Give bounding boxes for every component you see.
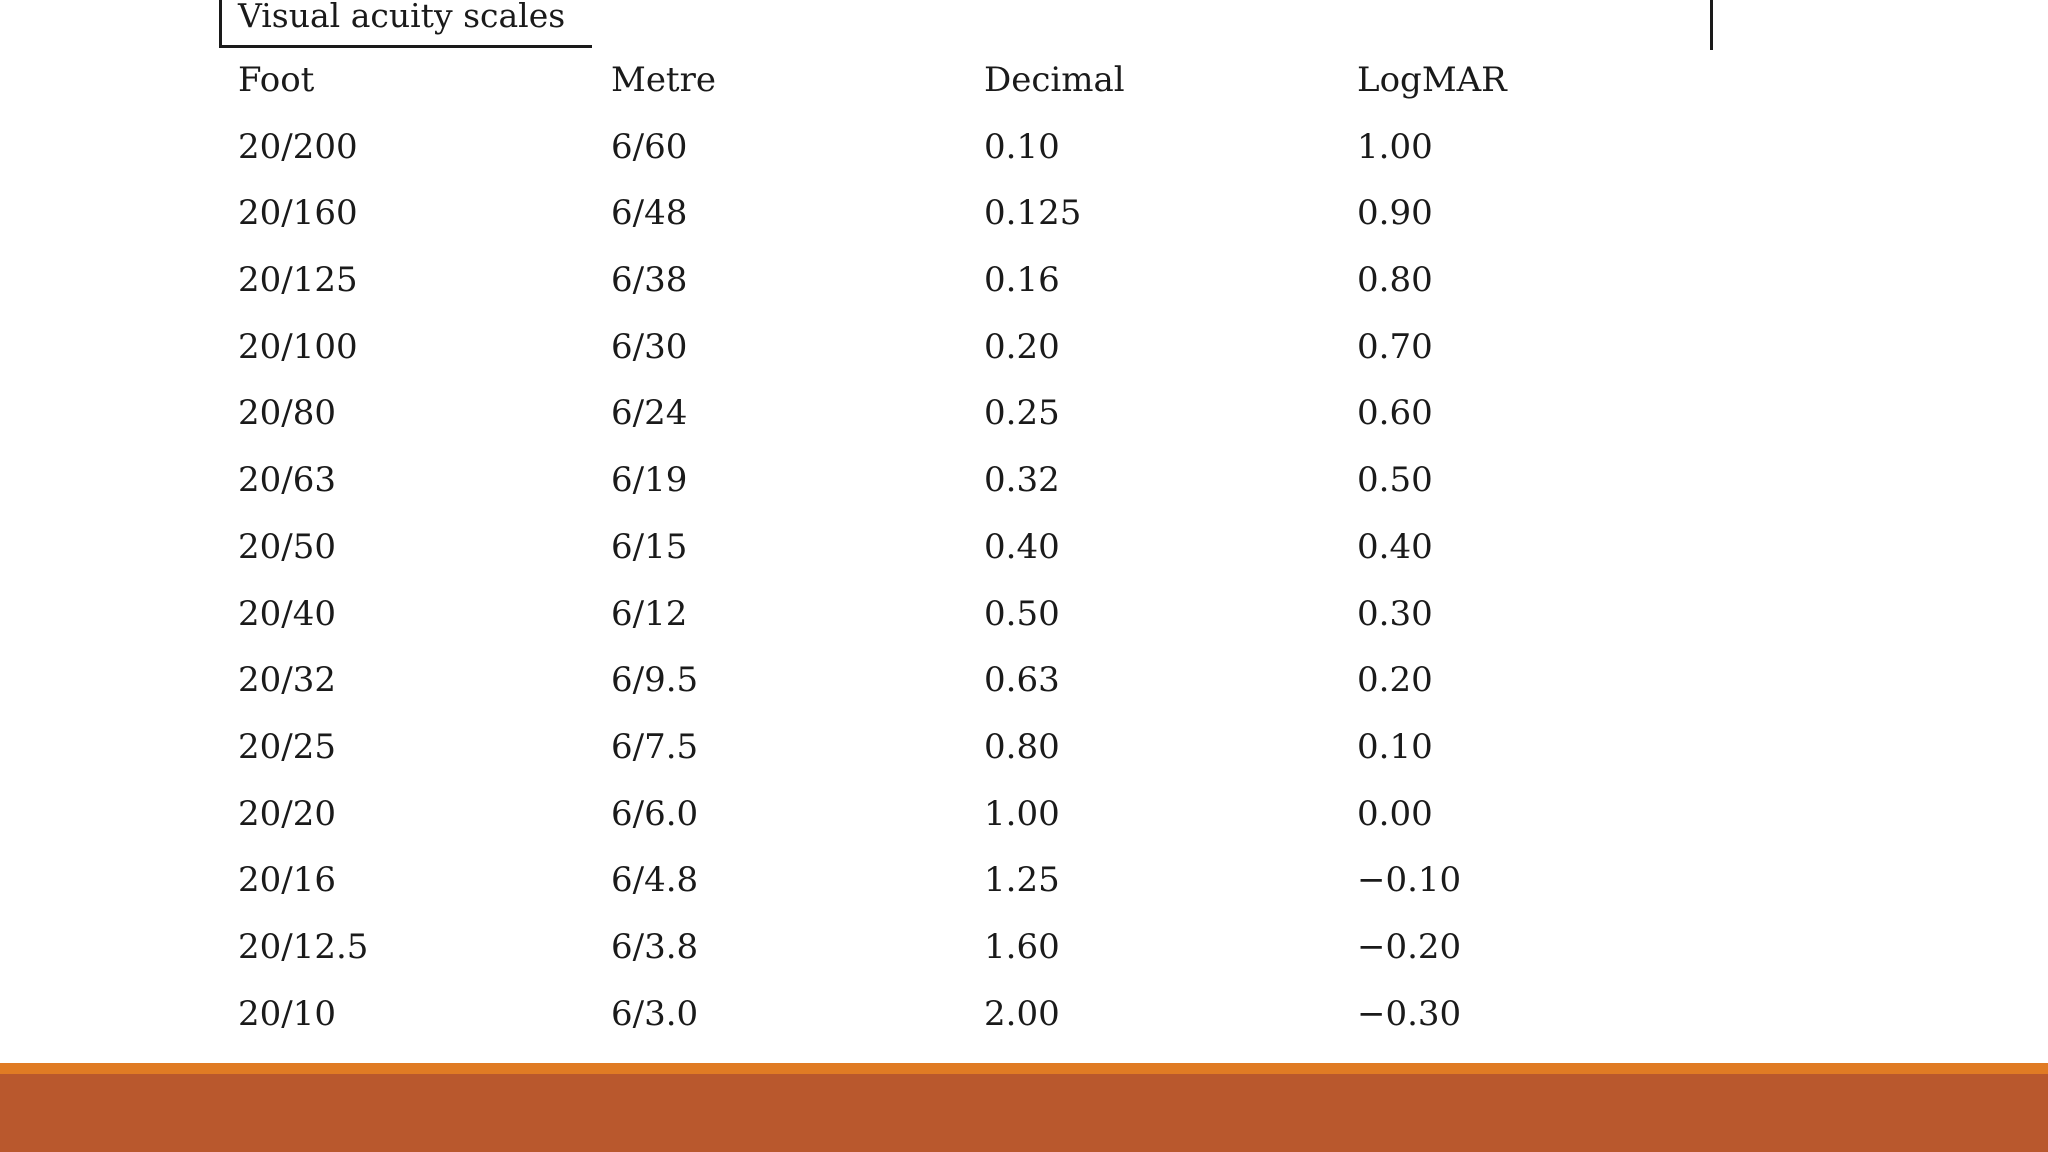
cell-foot: 20/100 (238, 326, 358, 367)
cell-metre: 6/15 (611, 526, 688, 567)
cell-decimal: 0.40 (984, 526, 1060, 567)
cell-metre: 6/38 (611, 260, 688, 301)
cell-foot: 20/40 (238, 593, 336, 634)
cell-foot: 20/63 (238, 460, 336, 501)
cell-metre: 6/9.5 (611, 660, 699, 701)
cell-foot: 20/200 (238, 126, 358, 167)
cell-foot: 20/125 (238, 260, 358, 301)
cell-foot: 20/12.5 (238, 926, 369, 967)
cell-foot: 20/32 (238, 660, 336, 701)
cell-decimal: 0.63 (984, 660, 1060, 701)
cell-decimal: 0.16 (984, 260, 1060, 301)
header-decimal: Decimal (984, 60, 1125, 100)
cell-foot: 20/80 (238, 393, 336, 434)
cell-foot: 20/20 (238, 793, 336, 834)
cell-logmar: 0.30 (1357, 593, 1433, 634)
cell-decimal: 0.10 (984, 126, 1060, 167)
cell-metre: 6/7.5 (611, 726, 699, 767)
cell-logmar: −0.30 (1357, 993, 1462, 1034)
cell-metre: 6/24 (611, 393, 688, 434)
cell-logmar: 1.00 (1357, 126, 1433, 167)
header-logmar: LogMAR (1357, 60, 1507, 100)
cell-logmar: 0.60 (1357, 393, 1433, 434)
cell-decimal: 1.25 (984, 860, 1060, 901)
cell-logmar: 0.10 (1357, 726, 1433, 767)
cell-metre: 6/19 (611, 460, 688, 501)
cell-foot: 20/50 (238, 526, 336, 567)
header-foot: Foot (238, 60, 315, 100)
cell-logmar: −0.20 (1357, 926, 1462, 967)
cell-decimal: 1.00 (984, 793, 1060, 834)
cell-metre: 6/30 (611, 326, 688, 367)
cell-decimal: 0.25 (984, 393, 1060, 434)
cell-logmar: 0.50 (1357, 460, 1433, 501)
cell-metre: 6/12 (611, 593, 688, 634)
cell-logmar: −0.10 (1357, 860, 1462, 901)
cell-metre: 6/3.0 (611, 993, 699, 1034)
cell-metre: 6/6.0 (611, 793, 699, 834)
cell-decimal: 1.60 (984, 926, 1060, 967)
cell-decimal: 2.00 (984, 993, 1060, 1034)
cell-decimal: 0.20 (984, 326, 1060, 367)
cell-decimal: 0.125 (984, 193, 1082, 234)
table-right-rule (1710, 0, 1713, 50)
cell-logmar: 0.90 (1357, 193, 1433, 234)
cell-logmar: 0.70 (1357, 326, 1433, 367)
cell-metre: 6/60 (611, 126, 688, 167)
cell-metre: 6/3.8 (611, 926, 699, 967)
cell-foot: 20/16 (238, 860, 336, 901)
header-metre: Metre (611, 60, 716, 100)
cell-logmar: 0.00 (1357, 793, 1433, 834)
cell-decimal: 0.32 (984, 460, 1060, 501)
cell-logmar: 0.80 (1357, 260, 1433, 301)
footer-bar (0, 1074, 2048, 1152)
footer-accent-stripe (0, 1063, 2048, 1074)
cell-decimal: 0.50 (984, 593, 1060, 634)
table-title-box (219, 0, 592, 48)
cell-metre: 6/48 (611, 193, 688, 234)
cell-foot: 20/160 (238, 193, 358, 234)
cell-metre: 6/4.8 (611, 860, 699, 901)
table-title: Visual acuity scales (238, 0, 566, 35)
cell-foot: 20/10 (238, 993, 336, 1034)
cell-decimal: 0.80 (984, 726, 1060, 767)
cell-foot: 20/25 (238, 726, 336, 767)
cell-logmar: 0.40 (1357, 526, 1433, 567)
cell-logmar: 0.20 (1357, 660, 1433, 701)
